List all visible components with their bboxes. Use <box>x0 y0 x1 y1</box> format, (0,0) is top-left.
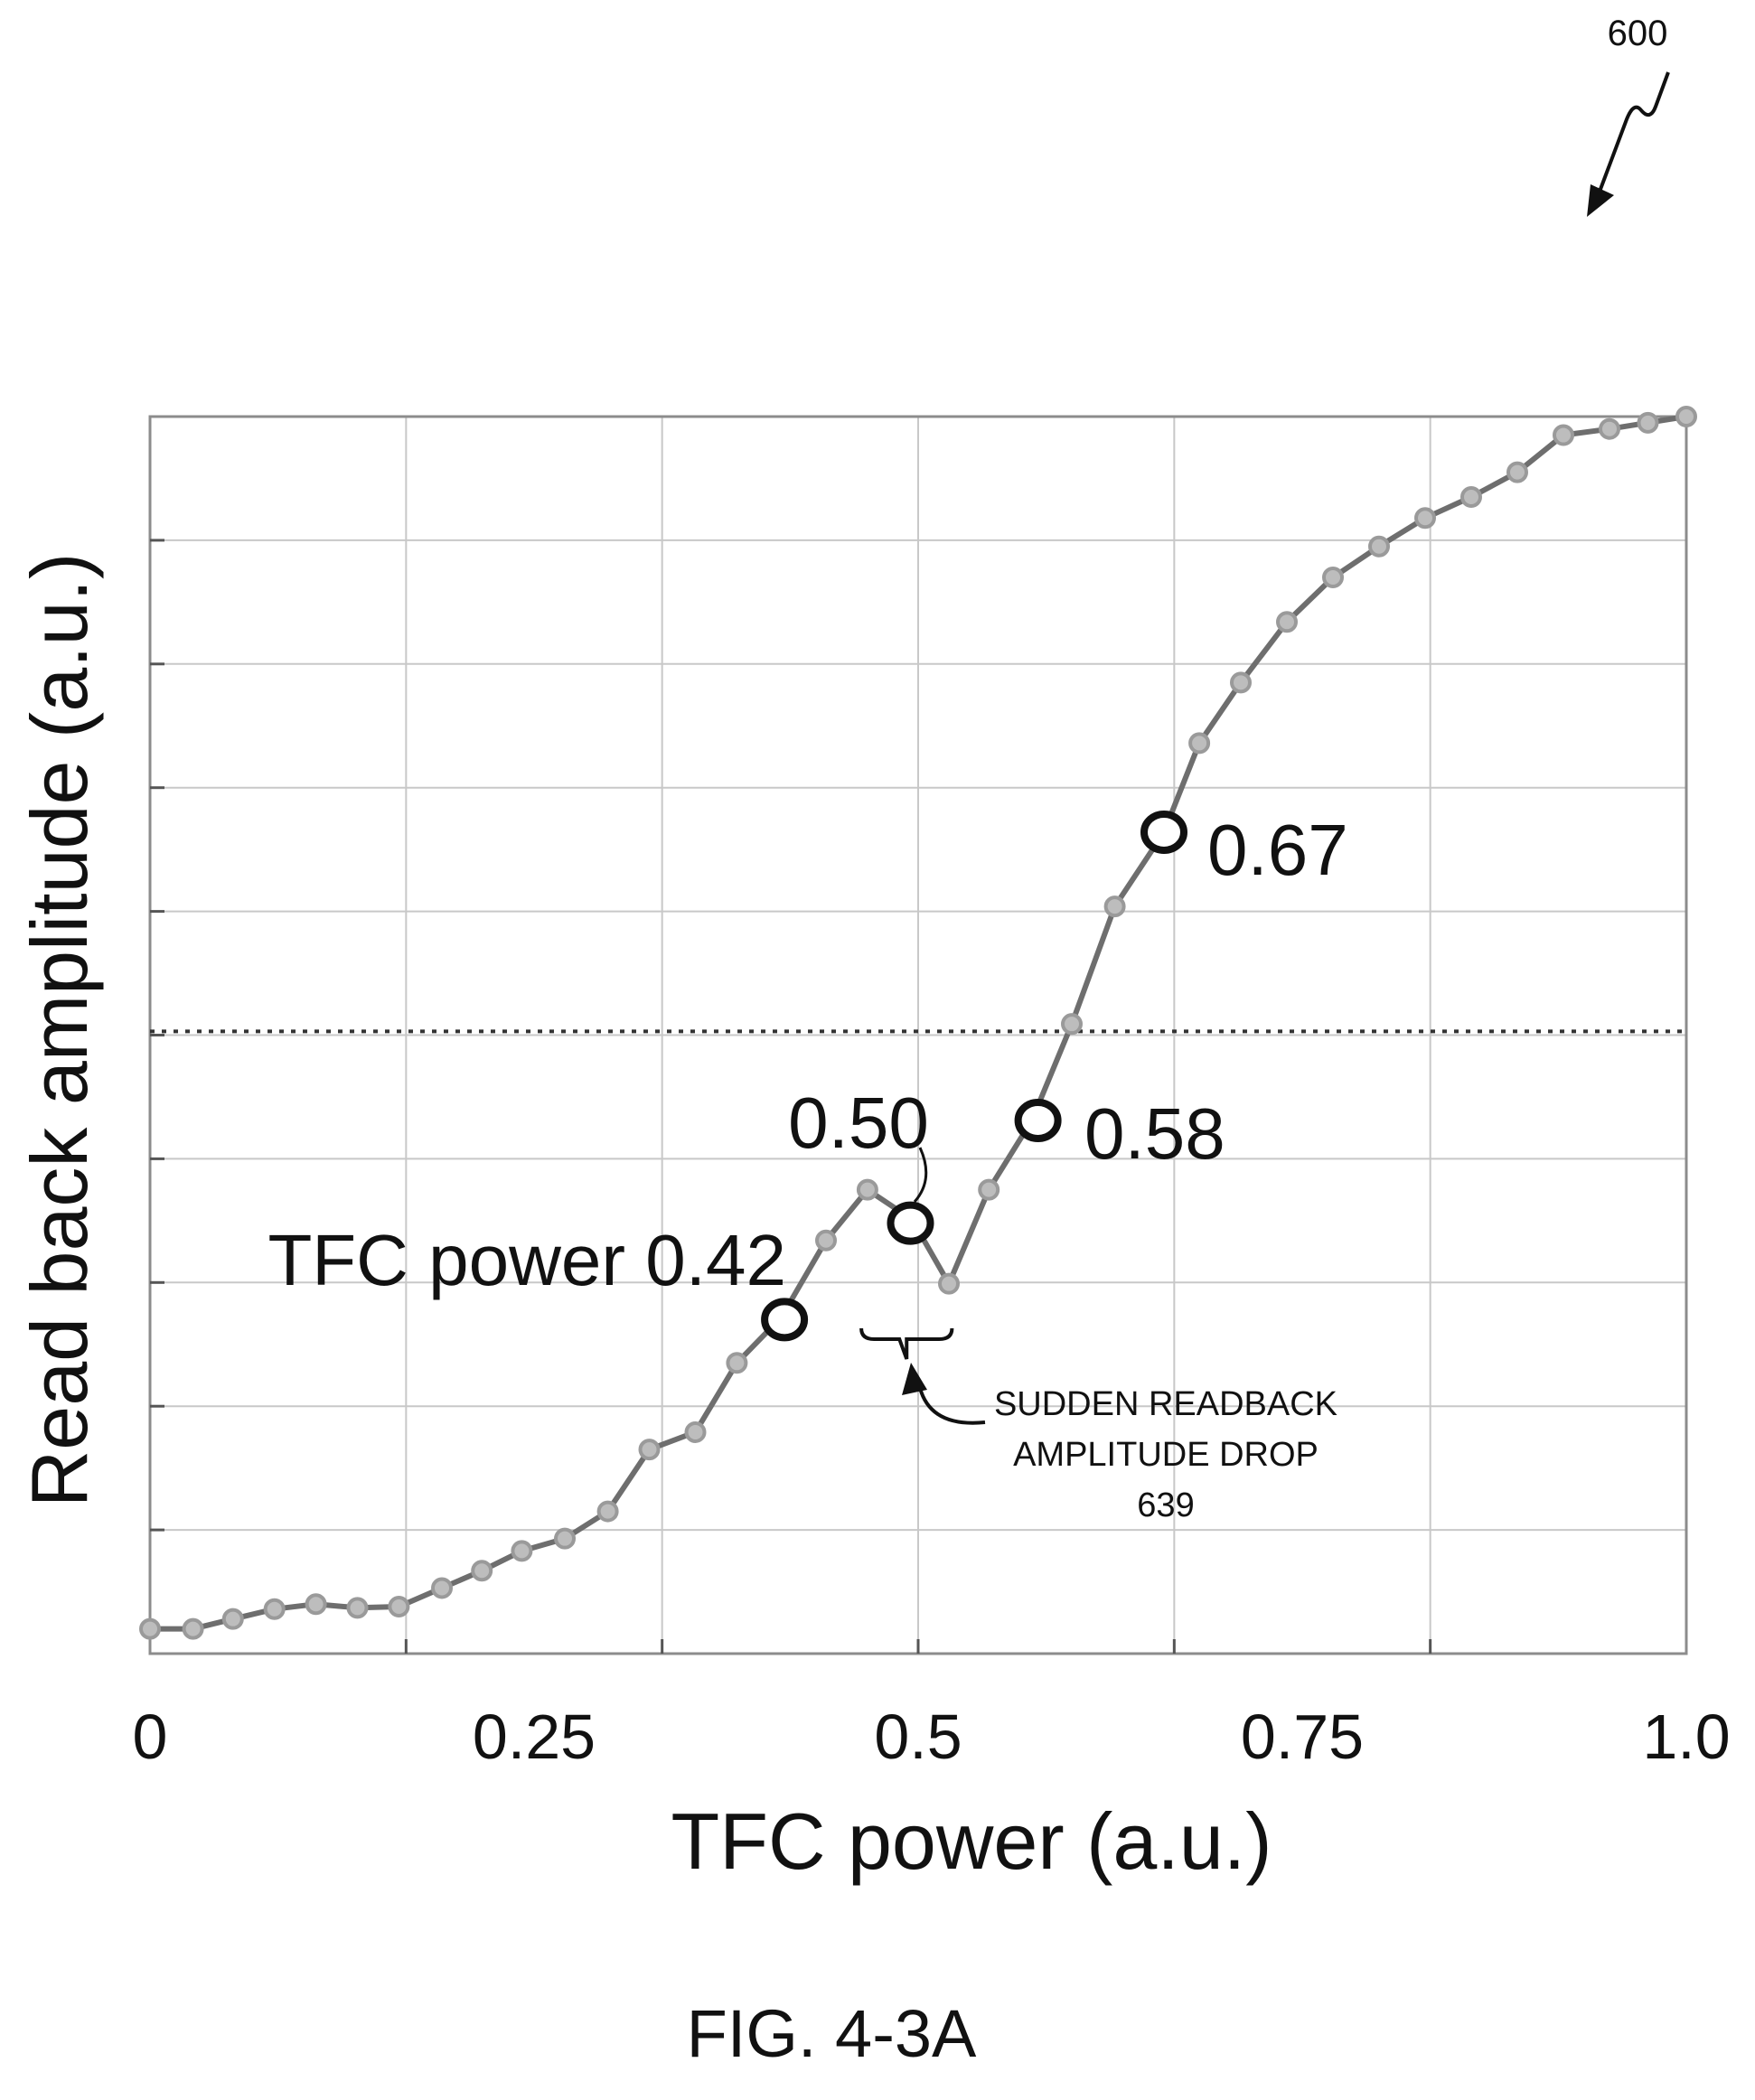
label-058: 0.58 <box>1084 1093 1225 1174</box>
annotation-arrow-icon <box>918 1387 986 1425</box>
data-point <box>938 1272 960 1295</box>
data-point <box>1675 406 1697 427</box>
annotation-line-2: AMPLITUDE DROP <box>1013 1436 1319 1474</box>
annotation-line-3: 639 <box>1137 1486 1194 1524</box>
figure-caption: FIG. 4-3A <box>687 1996 977 2071</box>
highlighted-point <box>1140 810 1187 854</box>
data-point <box>1506 461 1528 483</box>
data-point <box>305 1593 327 1616</box>
data-point <box>1460 485 1482 508</box>
data-point <box>815 1229 837 1252</box>
data-point <box>388 1595 410 1617</box>
data-point <box>1103 895 1126 918</box>
data-point <box>1414 507 1436 530</box>
highlighted-point <box>1014 1098 1062 1142</box>
x-axis-label: TFC power (a.u.) <box>671 1796 1272 1886</box>
ref-arrow-icon <box>1598 71 1670 192</box>
data-point <box>139 1617 161 1640</box>
amplitude-drop-bracket <box>859 1327 954 1360</box>
data-point <box>554 1527 576 1550</box>
data-point <box>221 1608 244 1630</box>
x-tick-label: 0.75 <box>1241 1702 1364 1772</box>
data-point <box>1553 424 1574 446</box>
data-point <box>182 1617 204 1640</box>
data-point <box>596 1500 619 1523</box>
y-axis-label: Read back amplitude (a.u.) <box>14 553 104 1508</box>
data-point <box>1188 732 1211 755</box>
label-067: 0.67 <box>1207 810 1348 890</box>
annotation-arrowhead-icon <box>902 1363 927 1395</box>
data-point <box>1061 1013 1083 1036</box>
x-tick-label: 0.25 <box>473 1702 596 1772</box>
data-point <box>431 1577 453 1599</box>
figure-ref-number: 600 <box>1608 14 1668 53</box>
data-point <box>263 1598 286 1620</box>
data-point <box>1230 671 1252 694</box>
y-axis-ticks <box>150 539 164 1532</box>
data-point <box>511 1540 533 1562</box>
data-point <box>1276 611 1298 633</box>
highlighted-points <box>761 810 1187 1342</box>
data-point <box>726 1352 748 1374</box>
highlighted-point <box>887 1201 934 1245</box>
data-point <box>978 1178 1000 1201</box>
x-tick-label: 0.5 <box>874 1702 962 1772</box>
highlighted-point <box>761 1298 809 1342</box>
grid <box>150 417 1686 1654</box>
ref-arrowhead-icon <box>1587 184 1614 217</box>
annotation-line-1: SUDDEN READBACK <box>994 1385 1337 1423</box>
data-point <box>346 1597 369 1619</box>
x-tick-label: 0 <box>133 1702 168 1772</box>
data-point <box>471 1560 493 1582</box>
data-point <box>638 1439 661 1461</box>
x-axis-ticks: 0 0.25 0.5 0.75 1.0 <box>133 1639 1731 1772</box>
x-tick-label: 1.0 <box>1642 1702 1730 1772</box>
data-point <box>684 1420 707 1443</box>
data-point <box>856 1178 878 1201</box>
data-point <box>1599 417 1620 440</box>
label-050: 0.50 <box>788 1083 929 1163</box>
data-point <box>1322 566 1344 588</box>
data-point <box>1637 411 1659 434</box>
label-050-leader <box>913 1147 928 1203</box>
label-tfc-power-042: TFC power 0.42 <box>267 1220 786 1300</box>
data-point <box>1368 535 1390 558</box>
